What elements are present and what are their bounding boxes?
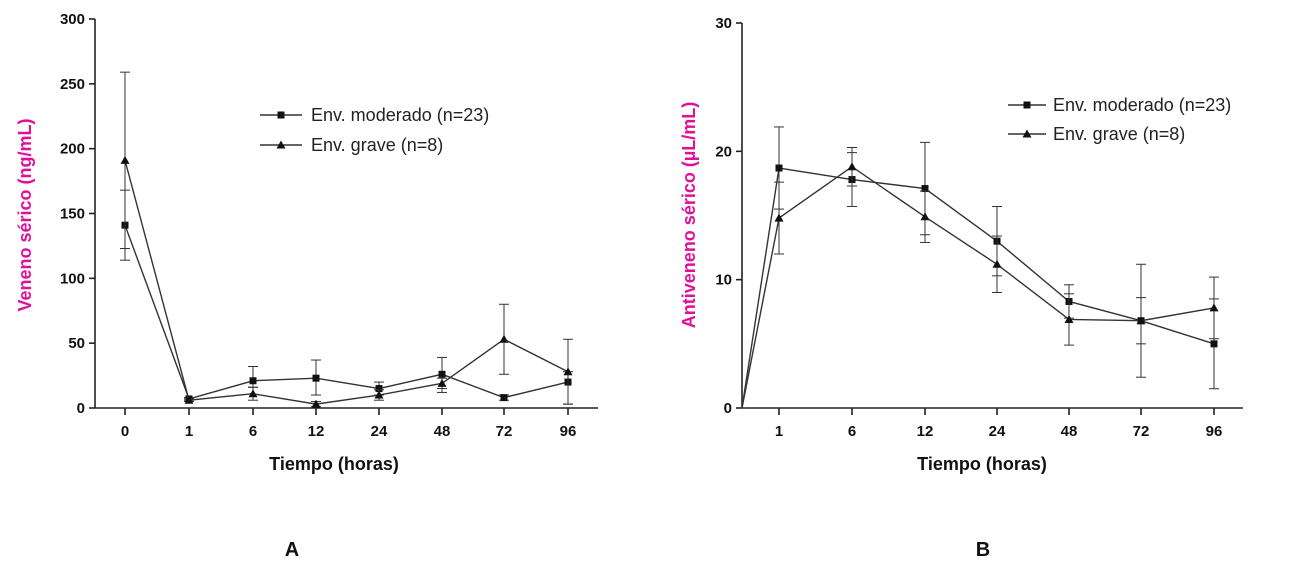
panel-a-legend: Env. moderado (n=23) Env. grave (n=8): [260, 105, 489, 155]
panel-a-y-tick-label: 300: [60, 11, 85, 28]
panel-a-x-tick-label: 72: [496, 423, 513, 440]
panel-a-x-tick-label: 0: [121, 423, 129, 440]
panel-b-legend: Env. moderado (n=23) Env. grave (n=8): [1008, 95, 1231, 144]
panel-b-y-axis-title: Antiveneno sérico (µL/mL): [679, 102, 699, 328]
panel-b-legend-label-moderado: Env. moderado (n=23): [1053, 95, 1231, 115]
panel-a-y-tick-label: 50: [68, 335, 85, 352]
panel-b-point-grave: [1064, 314, 1074, 323]
panel-a-x-axis-title: Tiempo (horas): [269, 454, 399, 474]
panel-a-point-moderado: [375, 385, 383, 393]
panel-a-x-tick-label: 6: [249, 423, 257, 440]
panel-b-x-tick-label: 1: [775, 423, 783, 440]
panel-a-point-moderado: [500, 394, 508, 402]
panel-b-y-tick-label: 20: [715, 143, 732, 160]
panel-a-x-tick-label: 48: [434, 423, 451, 440]
panel-a-y-tick-label: 150: [60, 206, 85, 223]
panel-a-point-moderado: [249, 377, 257, 385]
panel-a-legend-label-grave: Env. grave (n=8): [311, 135, 443, 155]
panel-b-point-grave: [1209, 303, 1219, 312]
panel-a-y-tick-label: 100: [60, 270, 85, 287]
panel-a-x-tick-label: 12: [308, 423, 325, 440]
panel-b-point-grave: [1136, 316, 1146, 325]
panel-a-point-grave: [184, 395, 194, 404]
panel-a-legend-triangle-marker: [276, 140, 286, 149]
panel-b-legend-label-grave: Env. grave (n=8): [1053, 124, 1185, 144]
panel-b-chart: 0 10 20 30 1 6 12 24 48 72 96 Antiveneno sérico (µ…: [679, 15, 1243, 561]
panel-a-series-line-moderado: [124, 224, 569, 400]
panel-b-series-line-grave: [741, 165, 1215, 409]
panel-b-plot-area: 0 10 20 30 1 6 12 24 48 72 96: [715, 15, 1243, 440]
panel-b-point-grave: [774, 213, 784, 222]
panel-b-point-moderado: [1210, 340, 1218, 348]
panel-b-x-tick-label: 96: [1206, 423, 1223, 440]
panel-b-legend-triangle-marker: [1022, 129, 1032, 138]
panel-a-point-grave: [437, 378, 447, 387]
panel-a-x-tick-label: 96: [560, 423, 577, 440]
panel-b-x-tick-label: 24: [989, 423, 1006, 440]
panel-a-point-grave: [499, 334, 509, 343]
panel-b-x-tick-label: 48: [1061, 423, 1078, 440]
panel-b-series-line-moderado: [741, 167, 1215, 409]
panel-b-legend-square-marker: [1023, 101, 1031, 109]
panel-a-legend-label-moderado: Env. moderado (n=23): [311, 105, 489, 125]
panel-a-point-moderado: [438, 370, 446, 378]
panel-b-y-tick-label: 10: [715, 272, 732, 289]
panel-b-point-grave: [847, 162, 857, 171]
panel-a-point-grave: [563, 367, 573, 376]
panel-a-x-tick-label: 24: [371, 423, 388, 440]
panel-a-y-axis-title: Veneno sérico (ng/mL): [15, 118, 35, 311]
panel-b-x-axis-title: Tiempo (horas): [917, 454, 1047, 474]
panel-b-point-grave: [992, 259, 1002, 268]
panel-a-y-tick-label: 200: [60, 141, 85, 158]
panel-a-x-tick-label: 1: [185, 423, 193, 440]
panel-a-plot-area: 0 50 100 150 200 250 300 0 1 6 12 24 48 72 96: [60, 11, 598, 440]
panel-a-chart: 0 50 100 150 200 250 300 0 1 6 12 24 48 72 96 Veneno s…: [15, 11, 598, 561]
panel-a-legend-square-marker: [277, 111, 285, 119]
panel-a-point-grave: [374, 390, 384, 399]
panel-a-point-grave: [248, 389, 258, 398]
panel-b-point-moderado: [921, 185, 929, 193]
panel-a-point-moderado: [312, 374, 320, 382]
panel-b-point-moderado: [775, 164, 783, 172]
panel-b-y-tick-label: 30: [715, 15, 732, 32]
panel-a-y-tick-label: 0: [77, 400, 85, 417]
panel-a-point-grave: [311, 399, 321, 408]
panel-a-label: A: [285, 539, 299, 561]
panel-a-point-grave: [120, 155, 130, 164]
panel-a-y-tick-label: 250: [60, 76, 85, 93]
panel-b-x-tick-label: 72: [1133, 423, 1150, 440]
panel-b-y-tick-label: 0: [724, 400, 732, 417]
panel-b-x-tick-label: 6: [848, 423, 856, 440]
panel-b-x-tick-label: 12: [917, 423, 934, 440]
panel-b-label: B: [976, 539, 990, 561]
panel-a-series-line-grave: [124, 160, 569, 405]
panel-b-point-grave: [920, 212, 930, 221]
